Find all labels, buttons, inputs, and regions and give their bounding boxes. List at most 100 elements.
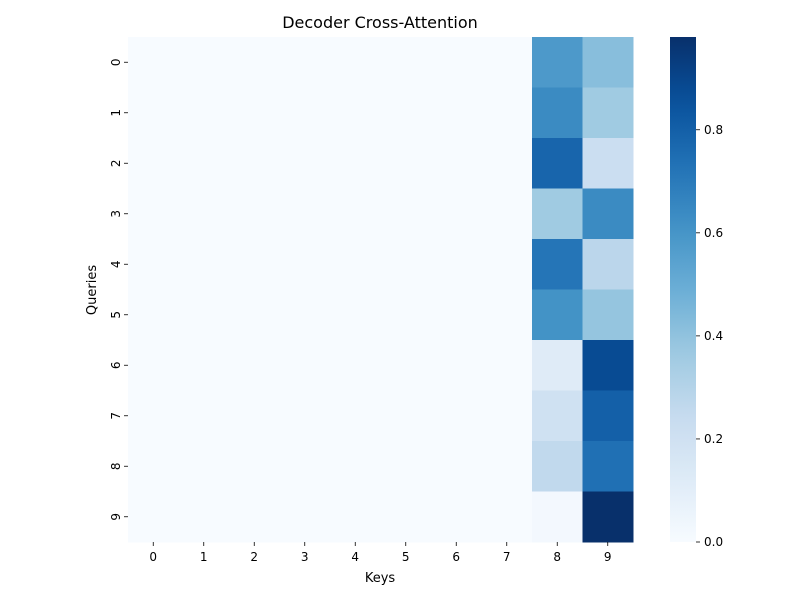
heatmap-cell: [128, 138, 179, 189]
heatmap-cell: [532, 290, 583, 341]
heatmap-cell: [330, 290, 381, 341]
heatmap-cell: [330, 340, 381, 391]
colorbar-tick-label: 0.6: [704, 226, 723, 240]
y-tick-label: 6: [109, 361, 123, 369]
heatmap-cell: [280, 88, 331, 139]
heatmap-cell: [381, 492, 432, 543]
heatmap-cell: [229, 340, 280, 391]
heatmap-cell: [532, 492, 583, 543]
heatmap-cell: [583, 239, 634, 290]
x-tick-label: 9: [604, 550, 612, 564]
heatmap-cell: [532, 138, 583, 189]
x-axis-ticks: 0 1 2 3 4 5 6 7 8 9: [149, 542, 611, 564]
heatmap-cell: [532, 391, 583, 442]
heatmap-cell: [179, 391, 230, 442]
heatmap-cell: [381, 239, 432, 290]
heatmap-cell: [532, 239, 583, 290]
heatmap-cell: [482, 290, 533, 341]
heatmap-cell: [229, 138, 280, 189]
heatmap-cell: [179, 239, 230, 290]
x-tick-label: 4: [351, 550, 359, 564]
x-tick-label: 7: [503, 550, 511, 564]
heatmap-cell: [583, 290, 634, 341]
chart-title: Decoder Cross-Attention: [282, 13, 478, 32]
heatmap-cell: [128, 340, 179, 391]
y-tick-label: 7: [109, 412, 123, 420]
heatmap-cell: [179, 492, 230, 543]
colorbar: [670, 37, 696, 542]
x-tick-label: 6: [452, 550, 460, 564]
heatmap-cell: [280, 391, 331, 442]
heatmap-cell: [330, 88, 381, 139]
heatmap-cell: [583, 138, 634, 189]
heatmap-cell: [381, 441, 432, 492]
heatmap-cell: [532, 340, 583, 391]
heatmap-cell: [330, 189, 381, 240]
heatmap-cell: [532, 441, 583, 492]
heatmap-cell: [583, 492, 634, 543]
x-tick-label: 2: [250, 550, 258, 564]
heatmap-cell: [229, 88, 280, 139]
heatmap-cell: [128, 239, 179, 290]
y-tick-label: 5: [109, 311, 123, 319]
heatmap-cell: [179, 37, 230, 88]
heatmap-cell: [179, 340, 230, 391]
heatmap-cell: [583, 441, 634, 492]
heatmap-cell: [330, 138, 381, 189]
heatmap-cell: [482, 391, 533, 442]
heatmap-cell: [431, 441, 482, 492]
colorbar-tick-label: 0.0: [704, 535, 723, 549]
heatmap-cell: [179, 189, 230, 240]
y-axis-label: Queries: [85, 265, 100, 315]
heatmap-cell: [431, 391, 482, 442]
x-tick-label: 8: [553, 550, 561, 564]
heatmap-cell: [229, 391, 280, 442]
heatmap-cell: [229, 492, 280, 543]
heatmap-cell: [482, 37, 533, 88]
x-tick-label: 0: [149, 550, 157, 564]
y-tick-label: 9: [109, 513, 123, 521]
y-axis-ticks: 0 1 2 3 4 5 6 7 8 9: [109, 58, 128, 520]
heatmap-cell: [482, 189, 533, 240]
heatmap-cell: [431, 88, 482, 139]
heatmap-cell: [280, 441, 331, 492]
heatmap-cell: [532, 189, 583, 240]
y-tick-label: 8: [109, 462, 123, 470]
heatmap-cell: [482, 492, 533, 543]
heatmap-cell: [381, 340, 432, 391]
heatmap-cell: [179, 138, 230, 189]
heatmap-cell: [128, 37, 179, 88]
colorbar-tick-label: 0.4: [704, 329, 723, 343]
y-tick-label: 1: [109, 109, 123, 117]
heatmap-cell: [431, 37, 482, 88]
heatmap-cell: [532, 37, 583, 88]
heatmap-cell: [431, 189, 482, 240]
heatmap-cell: [280, 37, 331, 88]
heatmap-cell: [431, 340, 482, 391]
heatmap-cell: [229, 37, 280, 88]
heatmap-cell: [229, 441, 280, 492]
heatmap-cell: [330, 492, 381, 543]
heatmap-cell: [280, 138, 331, 189]
heatmap-cell: [330, 391, 381, 442]
y-tick-label: 2: [109, 159, 123, 167]
heatmap-cell: [280, 189, 331, 240]
colorbar-ticks: 0.0 0.2 0.4 0.6 0.8: [696, 123, 723, 549]
heatmap-cell: [583, 391, 634, 442]
heatmap-cell: [179, 290, 230, 341]
heatmap-cell: [381, 290, 432, 341]
heatmap-cell: [381, 37, 432, 88]
heatmap-cell: [431, 290, 482, 341]
heatmap-cell: [381, 138, 432, 189]
colorbar-tick-label: 0.8: [704, 123, 723, 137]
heatmap-cell: [179, 441, 230, 492]
heatmap-cell: [280, 239, 331, 290]
heatmap-cell: [482, 239, 533, 290]
heatmap-cell: [229, 239, 280, 290]
heatmap-cell: [583, 37, 634, 88]
heatmap-cells: [128, 37, 634, 543]
x-axis-label: Keys: [365, 571, 396, 586]
heatmap-cell: [280, 290, 331, 341]
heatmap-cell: [229, 290, 280, 341]
